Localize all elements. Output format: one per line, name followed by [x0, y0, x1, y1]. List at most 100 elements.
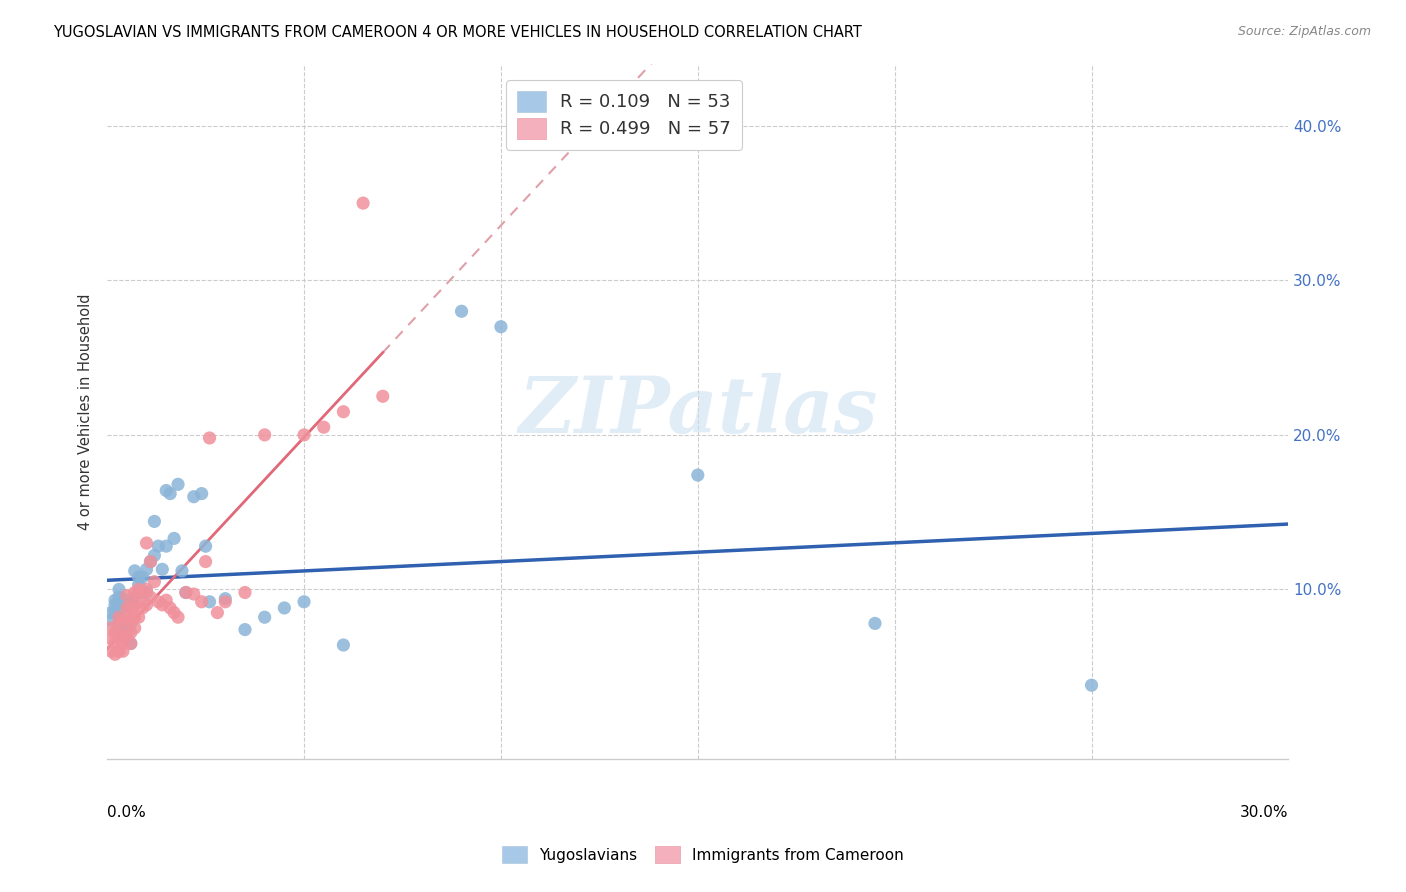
Point	[332, 405, 354, 419]
Point	[1080, 678, 1102, 692]
Point	[104, 604, 127, 618]
Point	[131, 601, 153, 615]
Point	[111, 591, 134, 606]
Point	[128, 578, 150, 592]
Point	[111, 601, 134, 615]
Point	[100, 632, 122, 646]
Point	[120, 636, 142, 650]
Point	[198, 431, 221, 445]
Point	[174, 585, 197, 599]
Point	[143, 574, 166, 589]
Point	[128, 570, 150, 584]
Point	[128, 595, 150, 609]
Point	[167, 610, 190, 624]
Point	[111, 644, 134, 658]
Point	[120, 636, 142, 650]
Point	[100, 606, 122, 620]
Point	[198, 595, 221, 609]
Point	[120, 601, 142, 615]
Point	[155, 483, 177, 498]
Point	[371, 389, 394, 403]
Point	[120, 625, 142, 640]
Point	[115, 598, 138, 612]
Point	[148, 539, 170, 553]
Point	[115, 613, 138, 627]
Point	[139, 555, 162, 569]
Point	[163, 606, 186, 620]
Point	[194, 555, 217, 569]
Point	[115, 601, 138, 615]
Point	[233, 585, 256, 599]
Point	[253, 428, 276, 442]
Point	[170, 564, 193, 578]
Point	[183, 490, 205, 504]
Point	[115, 629, 138, 643]
Point	[120, 613, 142, 627]
Point	[233, 623, 256, 637]
Point	[135, 598, 157, 612]
Legend: R = 0.109   N = 53, R = 0.499   N = 57: R = 0.109 N = 53, R = 0.499 N = 57	[506, 80, 742, 150]
Point	[450, 304, 472, 318]
Point	[489, 319, 512, 334]
Point	[292, 595, 315, 609]
Point	[139, 590, 162, 604]
Point	[104, 648, 127, 662]
Point	[159, 601, 181, 615]
Point	[124, 585, 146, 599]
Point	[111, 613, 134, 627]
Point	[111, 629, 134, 643]
Point	[686, 468, 709, 483]
Point	[150, 562, 173, 576]
Point	[124, 610, 146, 624]
Point	[128, 610, 150, 624]
Point	[143, 515, 166, 529]
Point	[104, 593, 127, 607]
Point	[312, 420, 335, 434]
Point	[100, 613, 122, 627]
Point	[108, 610, 131, 624]
Point	[194, 539, 217, 553]
Text: YUGOSLAVIAN VS IMMIGRANTS FROM CAMEROON 4 OR MORE VEHICLES IN HOUSEHOLD CORRELAT: YUGOSLAVIAN VS IMMIGRANTS FROM CAMEROON …	[53, 25, 862, 40]
Point	[108, 621, 131, 635]
Point	[190, 486, 212, 500]
Point	[167, 477, 190, 491]
Point	[124, 590, 146, 604]
Point	[174, 585, 197, 599]
Point	[143, 549, 166, 563]
Point	[163, 532, 186, 546]
Point	[273, 601, 295, 615]
Text: Source: ZipAtlas.com: Source: ZipAtlas.com	[1237, 25, 1371, 38]
Point	[155, 593, 177, 607]
Point	[115, 621, 138, 635]
Point	[104, 636, 127, 650]
Point	[108, 644, 131, 658]
Point	[139, 555, 162, 569]
Point	[214, 591, 236, 606]
Point	[111, 613, 134, 627]
Point	[111, 636, 134, 650]
Point	[292, 428, 315, 442]
Point	[159, 486, 181, 500]
Point	[135, 585, 157, 599]
Point	[108, 610, 131, 624]
Point	[332, 638, 354, 652]
Point	[108, 616, 131, 631]
Point	[190, 595, 212, 609]
Point	[108, 590, 131, 604]
Point	[253, 610, 276, 624]
Y-axis label: 4 or more Vehicles in Household: 4 or more Vehicles in Household	[79, 293, 93, 530]
Point	[104, 598, 127, 612]
Point	[120, 616, 142, 631]
Point	[120, 595, 142, 609]
Point	[115, 632, 138, 646]
Point	[100, 644, 122, 658]
Text: 0.0%: 0.0%	[107, 805, 146, 820]
Text: 30.0%: 30.0%	[1240, 805, 1288, 820]
Point	[104, 625, 127, 640]
Point	[135, 536, 157, 550]
Point	[207, 606, 229, 620]
Text: ZIPatlas: ZIPatlas	[517, 374, 877, 450]
Point	[155, 539, 177, 553]
Point	[148, 595, 170, 609]
Point	[108, 582, 131, 597]
